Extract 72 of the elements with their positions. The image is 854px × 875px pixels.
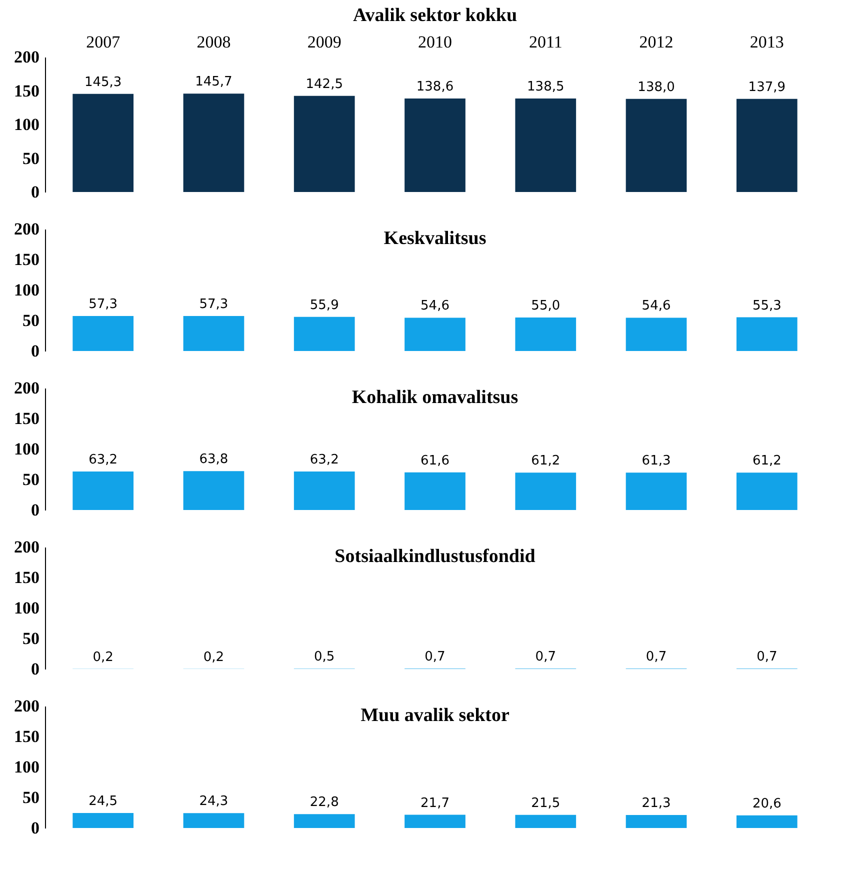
data-label: 0,2 <box>92 650 114 665</box>
y-tick-label: 200 <box>14 220 40 238</box>
y-tick-label: 0 <box>31 660 40 678</box>
y-tick-label: 150 <box>14 568 40 587</box>
data-label: 138,0 <box>638 80 675 95</box>
y-tick-label: 150 <box>14 727 40 746</box>
x-tick-label: 2007 <box>86 32 121 52</box>
data-label: 0,7 <box>756 650 778 665</box>
data-label: 54,6 <box>642 298 671 314</box>
y-tick-label: 0 <box>31 342 40 360</box>
y-tick-label: 150 <box>14 81 40 100</box>
data-label: 55,9 <box>310 298 339 313</box>
y-tick-label: 100 <box>14 440 40 458</box>
data-label: 137,9 <box>748 80 786 95</box>
y-tick-label: 0 <box>31 818 40 838</box>
y-tick-label: 100 <box>14 115 40 134</box>
chart-title: Muu avalik sektor <box>360 705 510 726</box>
data-label: 0,2 <box>203 650 224 665</box>
data-label: 0,7 <box>646 650 667 665</box>
data-label: 145,3 <box>84 74 122 90</box>
data-label: 145,7 <box>195 74 232 90</box>
data-label: 61,2 <box>752 454 782 469</box>
y-tick-label: 100 <box>14 280 40 300</box>
data-label: 54,6 <box>420 298 450 314</box>
data-label: 63,2 <box>310 452 339 468</box>
data-label: 138,5 <box>527 80 564 95</box>
chart-title: Avalik sektor kokku <box>352 5 518 26</box>
data-label: 55,0 <box>531 298 560 314</box>
y-tick-label: 50 <box>22 311 40 330</box>
data-label: 142,5 <box>306 76 343 92</box>
data-label: 55,3 <box>752 298 782 314</box>
data-label: 63,8 <box>199 452 228 468</box>
data-label: 0,5 <box>314 650 335 665</box>
y-tick-label: 150 <box>14 250 40 269</box>
x-tick-label: 2010 <box>418 32 452 52</box>
data-label: 21,7 <box>420 796 450 811</box>
y-tick-label: 100 <box>14 758 40 776</box>
data-label: 20,6 <box>752 796 782 812</box>
y-tick-label: 50 <box>22 148 40 168</box>
chart-title: Sotsiaalkindlustusfondid <box>334 546 536 567</box>
chart-title: Kohalik omavalitsus <box>352 387 518 408</box>
data-label: 22,8 <box>310 795 339 810</box>
data-label: 0,7 <box>535 650 556 665</box>
chart-title: Keskvalitsus <box>384 228 486 249</box>
data-label: 61,6 <box>420 453 450 468</box>
data-label: 63,2 <box>88 452 118 468</box>
x-tick-label: 2013 <box>750 32 784 52</box>
y-tick-label: 0 <box>31 500 40 520</box>
data-label: 57,3 <box>199 297 228 312</box>
x-tick-label: 2009 <box>307 32 342 52</box>
y-tick-label: 50 <box>22 470 40 489</box>
data-label: 138,6 <box>416 79 454 94</box>
y-tick-label: 200 <box>14 378 40 398</box>
data-label: 24,5 <box>88 794 118 810</box>
y-tick-label: 50 <box>22 788 40 807</box>
y-tick-label: 50 <box>22 629 40 648</box>
x-tick-label: 2011 <box>528 32 562 52</box>
data-label: 24,3 <box>199 794 228 810</box>
y-tick-label: 200 <box>14 538 40 556</box>
y-tick-label: 150 <box>14 409 40 428</box>
y-tick-label: 200 <box>14 696 40 716</box>
y-tick-label: 100 <box>14 598 40 618</box>
data-label: 61,3 <box>642 454 671 469</box>
x-tick-label: 2012 <box>639 32 674 52</box>
data-label: 21,5 <box>531 796 560 811</box>
data-label: 0,7 <box>424 650 446 665</box>
x-tick-label: 2008 <box>196 32 231 52</box>
y-tick-label: 0 <box>31 182 40 202</box>
y-tick-label: 200 <box>14 48 40 66</box>
data-label: 21,3 <box>642 796 671 812</box>
data-label: 61,2 <box>531 454 560 469</box>
data-label: 57,3 <box>88 297 118 312</box>
